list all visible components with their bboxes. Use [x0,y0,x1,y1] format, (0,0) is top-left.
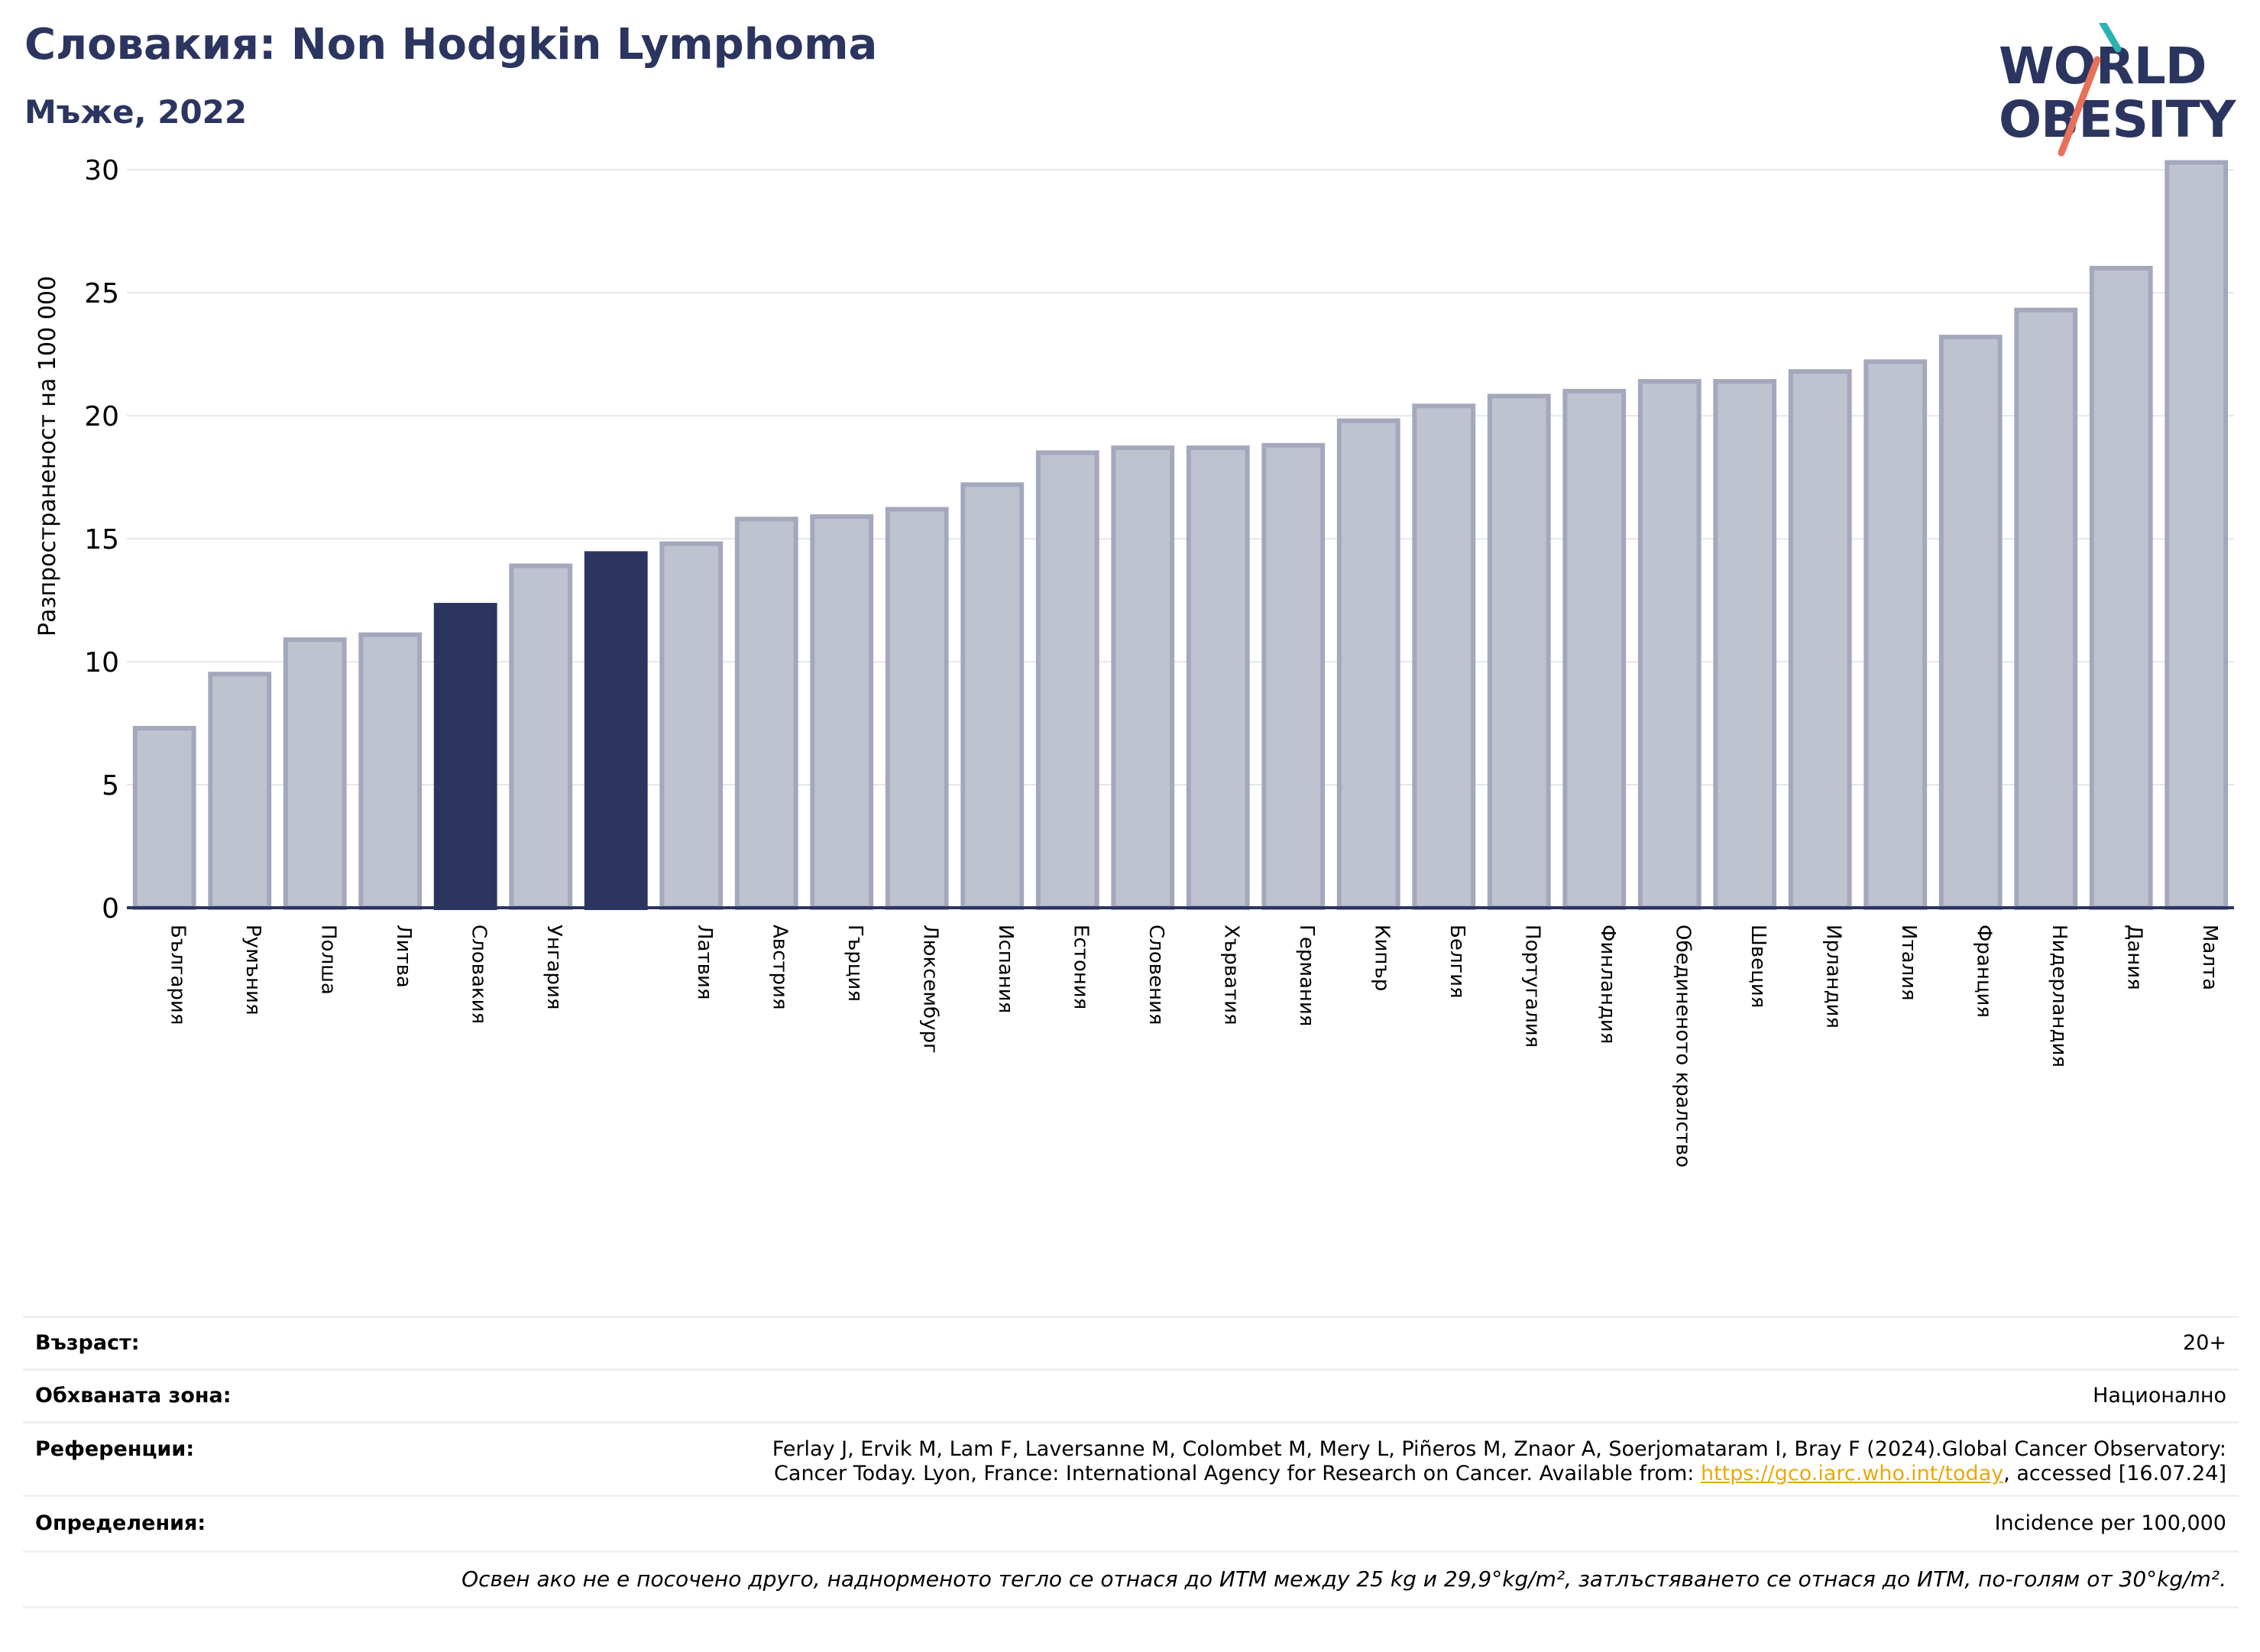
y-tick-label: 25 [84,278,119,309]
category-label: Швеция [1747,925,1769,1008]
page-title: Словакия: Non Hodgkin Lymphoma [24,20,878,70]
age-value: 20+ [2183,1331,2226,1355]
bar [132,725,196,911]
category-label: Австрия [768,925,791,1010]
bar [1111,445,1175,910]
y-tick-label: 5 [102,770,119,802]
info-row-age: Възраст: 20+ [23,1318,2239,1371]
references-value: Ferlay J, Ervik M, Lam F, Laversanne M, … [772,1437,2226,1486]
category-label: Румъния [241,925,264,1015]
bar [208,672,272,911]
bar-chart: 0 5 10 15 20 25 30 България Румъния Полша Литва Сл… [34,155,2234,1168]
category-label: Ирландия [1821,925,1844,1028]
bmi-note: Освен ако не е посочено друго, наднормен… [461,1566,2226,1592]
category-label: Словения [1145,925,1167,1025]
bar [358,632,423,910]
bars [132,160,2229,911]
category-label: Германия [1295,925,1318,1026]
y-axis-label: Разпространеност на 100 000 [34,276,61,637]
category-label: Испания [994,925,1017,1013]
bar [885,507,949,910]
page-subtitle: Мъже, 2022 [24,93,248,131]
bar [659,541,724,910]
y-tick-label: 0 [102,893,119,925]
bar [2014,307,2078,910]
definitions-value: Incidence per 100,000 [1994,1511,2226,1535]
logo-line-2: OBESITY [1999,90,2236,149]
category-label: Полша [316,925,339,995]
references-label: Референции: [35,1437,195,1461]
bar [1788,369,1852,910]
bar [1713,379,1777,911]
y-tick-labels: 0 5 10 15 20 25 30 [84,155,119,925]
references-line-2-end: , accessed [16.07.24] [2003,1462,2226,1485]
bar [1186,445,1250,910]
category-label: Естония [1069,925,1092,1009]
bar [1035,450,1099,910]
category-label: Кипър [1370,925,1393,991]
bar-highlighted [584,551,648,910]
bar [283,637,347,910]
bar [1938,335,2003,910]
category-label: Гърция [843,925,866,1002]
bar [1487,394,1551,910]
bar [1336,418,1400,910]
bar [2164,160,2229,911]
bar [1412,403,1476,910]
y-tick-label: 20 [84,401,119,432]
bar [1261,442,1326,910]
logo-line-1: WORLD [1999,37,2207,96]
references-line-2: Cancer Today. Lyon, France: Internationa… [774,1462,1701,1485]
bar [1637,379,1701,911]
references-link[interactable]: https://gco.iarc.who.int/today [1700,1462,2004,1485]
category-labels: България Румъния Полша Литва Словакия Унгария… [166,925,2221,1168]
category-label: Латвия [693,925,716,1000]
y-tick-label: 10 [84,647,119,679]
category-label: Финландия [1596,925,1619,1044]
category-label: Малта [2198,925,2221,990]
category-label: България [166,925,189,1025]
category-label: Франция [1972,925,1995,1018]
category-label: Португалия [1520,925,1543,1048]
category-label: Литва [392,925,415,988]
y-tick-label: 15 [84,524,119,556]
references-line-1: Ferlay J, Ervik M, Lam F, Laversanne M, … [772,1437,2226,1461]
bar [734,517,798,910]
world-obesity-logo: WORLD OBESITY [1986,23,2246,160]
logo-slash-icon [2058,23,2122,157]
category-label: Обединеното кралство [1671,925,1694,1168]
bar [1562,388,1627,910]
category-label: Дания [2122,925,2145,990]
bar [509,563,573,911]
info-row-area: Обхваната зона: Национално [23,1371,2239,1424]
age-label: Възраст: [35,1331,140,1355]
bar-highlighted [433,603,497,910]
info-row-note: Освен ако не е посочено друго, наднормен… [23,1553,2239,1608]
category-label: Словакия [467,925,490,1024]
y-tick-label: 30 [84,155,119,186]
category-label: Белгия [1446,925,1468,999]
info-row-definitions: Определения: Incidence per 100,000 [23,1497,2239,1553]
definitions-label: Определения: [35,1511,206,1535]
info-table: Възраст: 20+ Обхваната зона: Национално … [23,1316,2239,1608]
bar [1863,359,1928,910]
bar [810,514,874,910]
area-value: Национално [2093,1384,2226,1407]
bar [960,482,1025,910]
info-row-references: Референции: Ferlay J, Ervik M, Lam F, La… [23,1424,2239,1497]
bar [2089,265,2153,911]
area-label: Обхваната зона: [35,1384,232,1407]
category-label: Италия [1897,925,1920,1001]
category-label: Нидерландия [2048,925,2071,1067]
category-label: Хърватия [1219,925,1242,1025]
category-label: Люксембург [918,925,941,1054]
category-label: Унгария [542,925,565,1009]
